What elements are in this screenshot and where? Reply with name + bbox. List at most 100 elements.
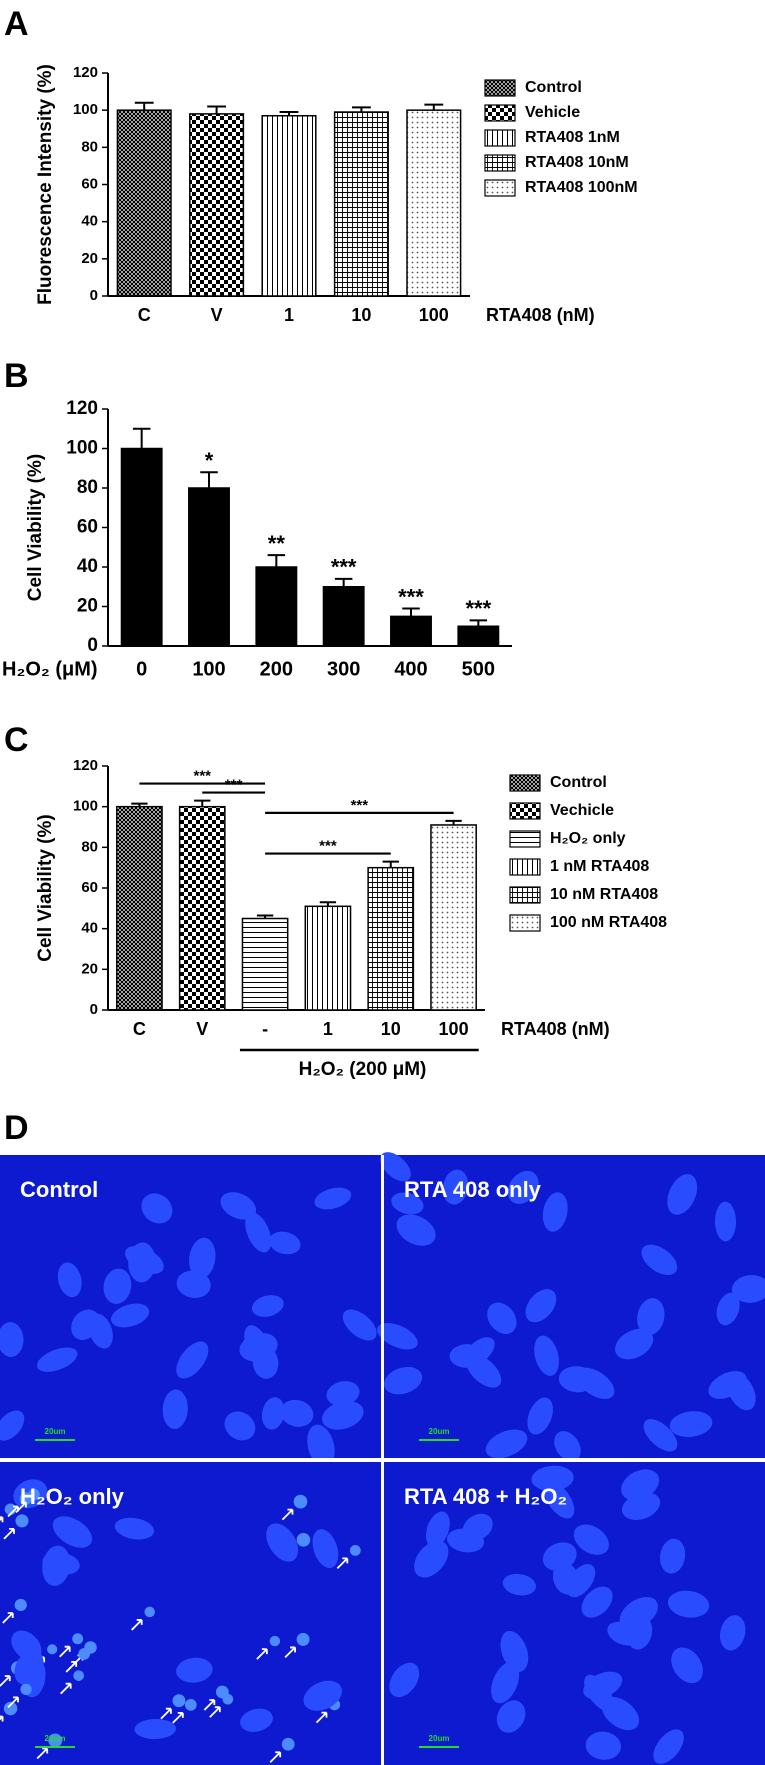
y-tick-label: 100	[73, 798, 98, 815]
nucleus	[251, 1295, 284, 1317]
nucleus	[184, 1699, 197, 1711]
y-tick-label: 60	[77, 517, 98, 538]
nucleus	[641, 1244, 678, 1276]
nucleus	[500, 1630, 529, 1672]
bar	[304, 905, 352, 1011]
arrow	[15, 1501, 27, 1514]
legend-swatch	[509, 886, 541, 904]
legend-swatch	[509, 914, 541, 932]
nucleus	[502, 1573, 536, 1596]
nucleus	[176, 1341, 209, 1379]
micrograph-background	[0, 1462, 381, 1765]
nucleus	[73, 1670, 84, 1681]
nucleus	[240, 1708, 273, 1732]
nucleus	[28, 1488, 40, 1501]
nucleus	[442, 1169, 469, 1205]
y-tick-label: 0	[90, 1001, 98, 1018]
nucleus	[669, 1411, 713, 1437]
nucleus	[554, 1431, 581, 1462]
nucleus	[222, 1693, 234, 1705]
nucleus	[496, 1700, 526, 1733]
nucleus	[293, 1494, 308, 1509]
legend-swatch	[484, 79, 516, 97]
error-bar	[207, 105, 227, 114]
nucleus	[615, 1328, 654, 1360]
legend-label: Control	[550, 774, 607, 791]
nucleus	[280, 1399, 314, 1427]
x-tick-label: 300	[327, 658, 360, 680]
nucleus	[220, 1192, 257, 1220]
group-label: H₂O₂ (200 μM)	[299, 1059, 427, 1080]
significance-label: **	[268, 531, 286, 556]
legend-label: Vehicle	[525, 104, 580, 121]
nucleus	[14, 1598, 27, 1612]
micrograph-label: Control	[20, 1177, 98, 1202]
nucleus	[659, 1538, 686, 1574]
nucleus	[731, 1275, 765, 1303]
nucleus	[573, 1524, 609, 1555]
y-tick-label: 40	[81, 920, 98, 937]
significance-label: ***	[351, 797, 369, 814]
arrow	[36, 1747, 49, 1760]
error-bar	[194, 799, 211, 807]
y-tick-label: 40	[81, 213, 98, 230]
y-tick-label: 60	[81, 175, 98, 192]
arrow	[7, 1696, 19, 1709]
significance-label: ***	[319, 838, 337, 855]
nucleus	[425, 1511, 450, 1548]
error-bar	[256, 914, 274, 919]
nucleus	[0, 1322, 24, 1357]
x-axis-label: H₂O₂ (μM)	[2, 658, 98, 680]
nucleus	[103, 1268, 132, 1304]
legend-swatch	[509, 774, 541, 792]
nucleus	[637, 1298, 665, 1336]
y-tick-label: 100	[66, 438, 98, 459]
nucleus	[15, 1514, 29, 1528]
nucleus	[261, 1397, 285, 1430]
y-axis-label: Cell Viability (%)	[35, 814, 56, 961]
nucleus	[314, 1187, 352, 1210]
x-tick-label: 10	[381, 1019, 401, 1039]
legend-label: 10 nM RTA408	[550, 886, 658, 903]
legend-swatch	[484, 104, 516, 122]
bar	[261, 114, 317, 297]
nucleus	[245, 1212, 272, 1253]
y-tick-label: 120	[73, 757, 98, 774]
panel-letter: B	[4, 357, 29, 395]
error-bar	[424, 103, 444, 111]
arrow	[160, 1707, 172, 1720]
y-tick-label: 80	[81, 138, 98, 155]
nucleus	[446, 1528, 485, 1553]
x-tick-label: 10	[351, 305, 371, 325]
nucleus	[396, 1214, 436, 1246]
y-axis-label: Cell Viability (%)	[25, 454, 46, 601]
x-tick-label: 500	[462, 658, 495, 680]
micrograph-label: RTA 408 + H₂O₂	[404, 1484, 567, 1509]
nucleus	[296, 1532, 311, 1547]
nucleus	[491, 1662, 520, 1704]
nucleus	[384, 1366, 423, 1395]
nucleus	[48, 1733, 63, 1748]
significance-label: *	[205, 448, 214, 473]
nucleus	[584, 1674, 614, 1712]
nucleus	[527, 1397, 553, 1435]
legend-label: RTA408 10nM	[525, 154, 629, 171]
error-bar	[469, 619, 488, 627]
y-tick-label: 60	[81, 879, 98, 896]
x-tick-label: -	[262, 1019, 268, 1039]
bar	[406, 109, 462, 297]
error-bar	[319, 901, 337, 907]
bar	[457, 625, 500, 647]
error-bar	[445, 819, 462, 825]
panel-letter: A	[4, 5, 29, 43]
nucleus	[414, 1540, 449, 1578]
micrograph: Control 20um	[0, 1155, 381, 1468]
nucleus	[281, 1737, 295, 1751]
y-tick-label: 0	[90, 287, 98, 304]
scale-bar-label: 20um	[45, 1427, 66, 1436]
micrograph: RTA 408 only 20um	[377, 1152, 765, 1462]
nucleus	[162, 1389, 188, 1430]
nucleus	[224, 1411, 256, 1441]
significance-label: ***	[331, 555, 357, 580]
